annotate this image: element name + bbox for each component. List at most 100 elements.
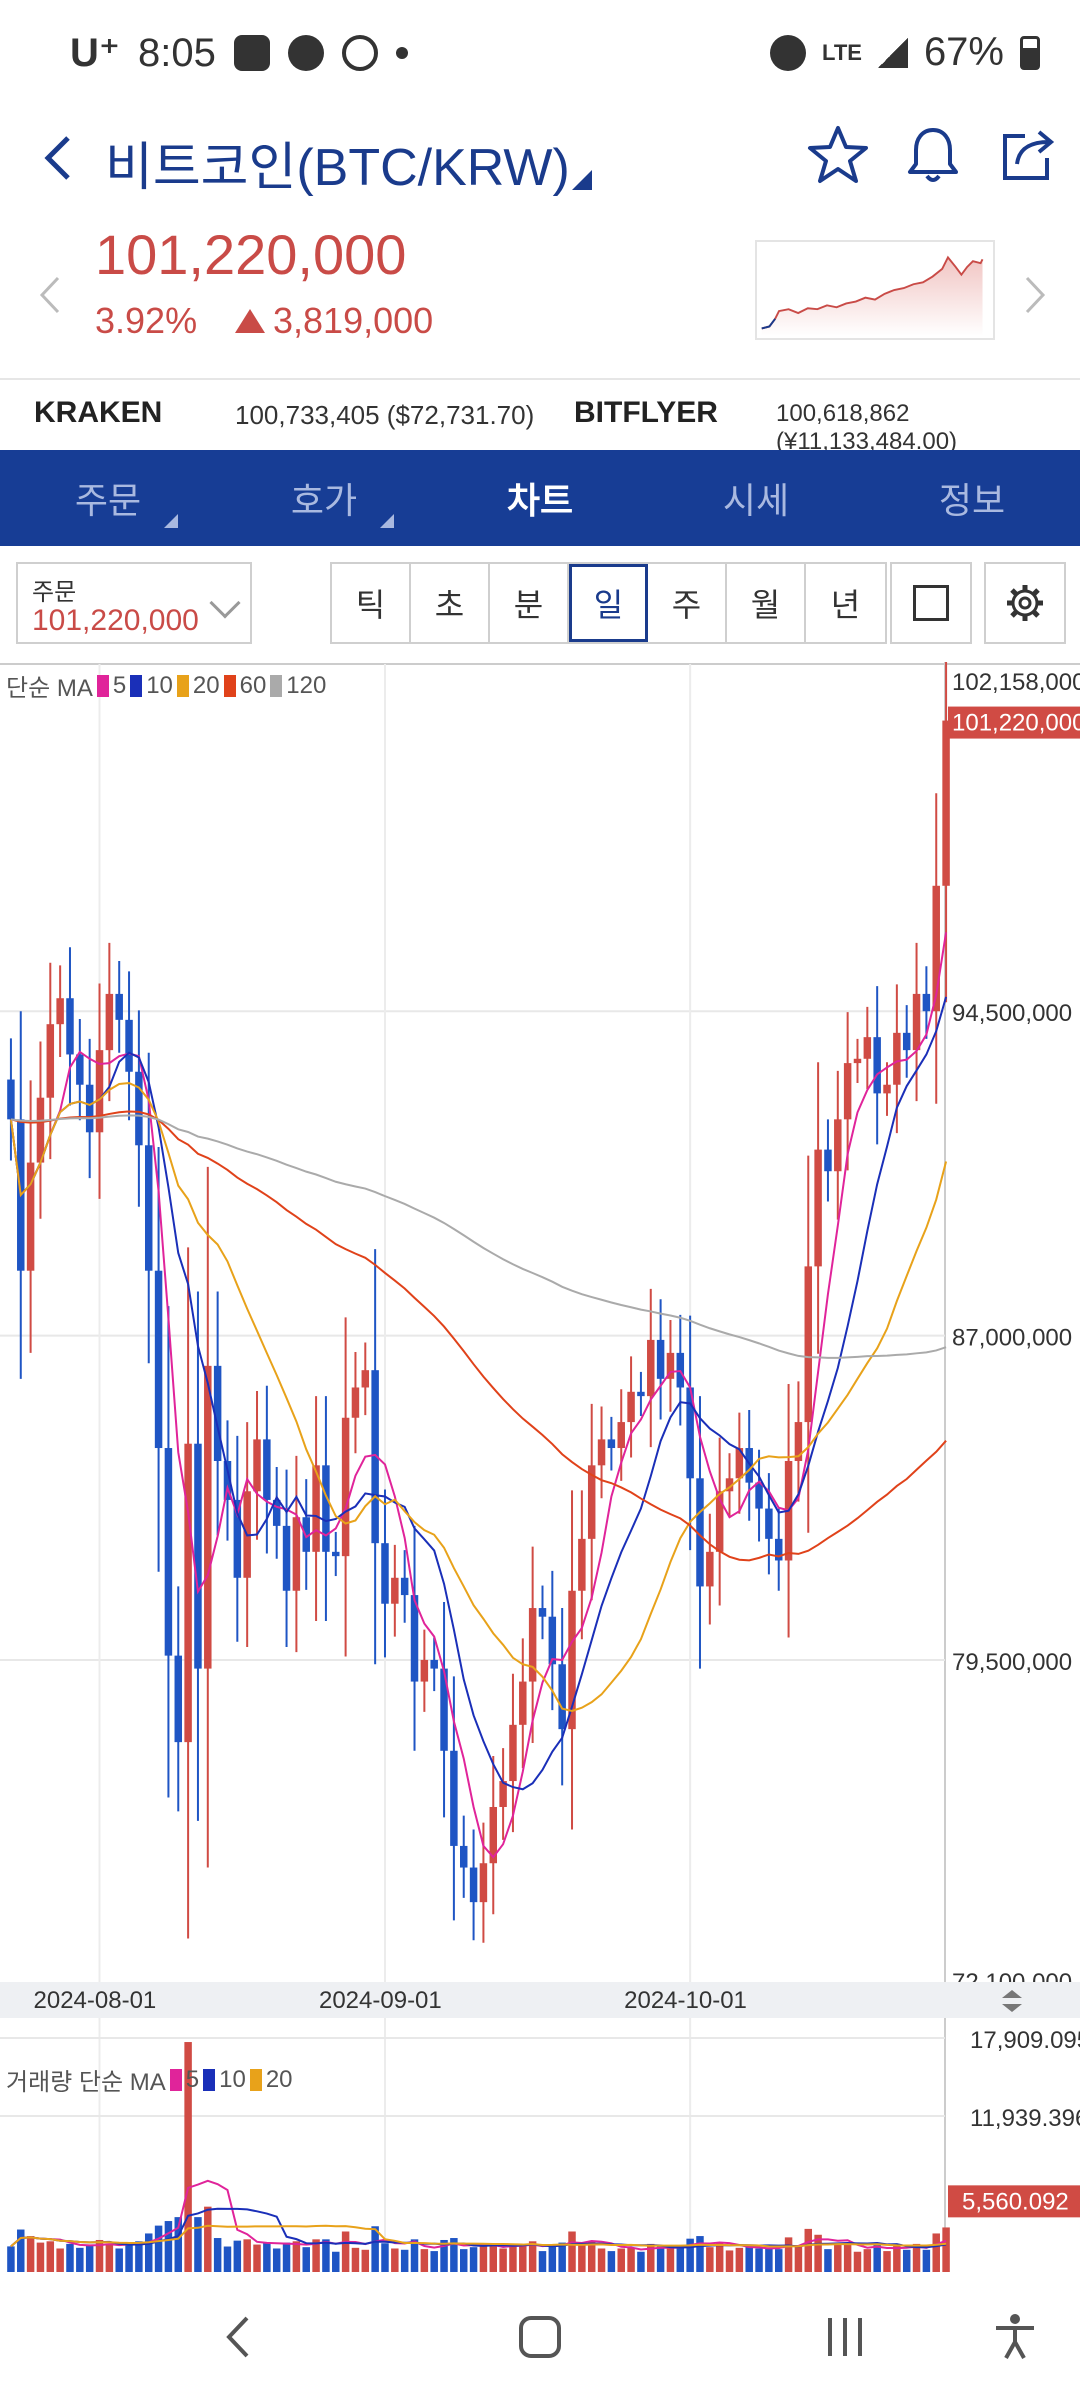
period-day-button[interactable]: 일 <box>569 564 648 642</box>
volume-bar <box>696 2236 704 2272</box>
candle-body <box>853 1058 862 1064</box>
volume-bar <box>450 2238 458 2272</box>
period-week-button[interactable]: 주 <box>648 564 727 642</box>
ma60-swatch <box>223 674 236 697</box>
candle-body <box>922 993 931 1012</box>
volume-bar <box>617 2248 625 2272</box>
ma10-label: 10 <box>146 671 173 699</box>
volume-bar <box>194 2217 202 2272</box>
square-icon <box>913 585 949 621</box>
tab-quotes[interactable]: 시세 <box>722 480 790 521</box>
volume-bar <box>814 2234 822 2272</box>
candle-body <box>26 1162 35 1271</box>
volume-bar <box>765 2247 773 2272</box>
volume-bar <box>144 2233 153 2272</box>
volume-bar <box>755 2248 763 2272</box>
page-title[interactable]: 비트코인(BTC/KRW) <box>105 139 570 197</box>
mini-chart[interactable] <box>755 240 995 340</box>
ma-legend-title: 단순 MA <box>6 675 93 702</box>
price-chart[interactable]: 102,158,000 94,500,000 87,000,000 79,500,00… <box>0 604 1080 2272</box>
carrier-label: U⁺ <box>70 31 120 75</box>
candle-body <box>479 1863 488 1903</box>
candle-body <box>213 1365 222 1462</box>
candle-body <box>223 1461 232 1500</box>
prev-arrow-icon[interactable] <box>30 270 70 320</box>
candle-body <box>144 1145 153 1271</box>
volume-tick-label: 11,939.396 <box>970 2105 1080 2132</box>
bell-icon[interactable] <box>900 122 966 188</box>
back-arrow-icon[interactable] <box>30 128 90 188</box>
candle-body <box>843 1063 852 1120</box>
volume-bar <box>706 2247 714 2272</box>
volume-bar <box>647 2243 655 2272</box>
network-label: LTE <box>822 39 862 65</box>
candle-body <box>420 1659 429 1682</box>
vol-ma10-swatch <box>203 2068 216 2091</box>
volume-bar <box>942 2227 950 2272</box>
fullscreen-button[interactable] <box>890 562 972 644</box>
volume-bar <box>430 2251 438 2272</box>
candle-body <box>824 1149 832 1172</box>
candle-body <box>666 1352 675 1379</box>
exchange-value: 100,733,405 ($72,731.70) <box>235 400 535 430</box>
volume-bar <box>292 2241 301 2272</box>
tab-info[interactable]: 정보 <box>938 480 1006 521</box>
volume-bar <box>804 2228 813 2272</box>
settings-button[interactable] <box>984 562 1066 644</box>
pane-resize-up-icon <box>1002 1990 1022 1998</box>
volume-bar <box>558 2242 566 2272</box>
period-second-button[interactable]: 초 <box>411 564 490 642</box>
period-tick-button[interactable]: 틱 <box>332 564 411 642</box>
candle-body <box>637 1391 645 1397</box>
ma20-label: 20 <box>192 671 220 699</box>
volume-legend: 거래량 단순 MA 5 10 20 <box>6 2062 293 2097</box>
accessibility-icon[interactable] <box>990 2312 1040 2362</box>
volume-bar <box>479 2246 488 2272</box>
chart-canvas[interactable]: 102,158,000 94,500,000 87,000,000 79,500,00… <box>0 604 1080 2272</box>
candle-body <box>499 1781 507 1808</box>
next-arrow-icon[interactable] <box>1015 270 1055 320</box>
title-dropdown-icon[interactable] <box>572 170 592 190</box>
ma120-label: 120 <box>286 671 327 699</box>
candle-body <box>381 1543 389 1604</box>
volume-legend-title: 거래량 단순 MA <box>6 2069 166 2096</box>
tab-order[interactable]: 주문 <box>0 450 216 546</box>
dot-icon <box>395 47 408 59</box>
period-month-button[interactable]: 월 <box>727 564 806 642</box>
volume-bar <box>391 2248 399 2272</box>
period-year-button[interactable]: 년 <box>830 587 861 623</box>
talk-icon <box>287 35 324 71</box>
current-volume-label: 5,560.092 <box>962 2188 1069 2215</box>
order-price-select[interactable]: 주문 101,220,000 <box>16 562 252 644</box>
volume-bar <box>341 2231 350 2272</box>
candle-body <box>302 1517 310 1552</box>
tab-orderbook[interactable]: 호가 <box>216 450 432 546</box>
volume-bar <box>85 2245 94 2272</box>
nav-recents-icon[interactable] <box>820 2312 870 2362</box>
candle-body <box>538 1608 547 1617</box>
candle-body <box>509 1724 517 1782</box>
candle-body <box>519 1681 527 1725</box>
nav-back-icon[interactable] <box>215 2312 265 2362</box>
volume-bar <box>627 2247 635 2272</box>
candle-body <box>184 1443 192 1743</box>
vol-ma5-label: 5 <box>185 2065 200 2093</box>
volume-bar <box>135 2241 143 2272</box>
star-icon[interactable] <box>805 122 871 188</box>
volume-bar <box>843 2243 852 2272</box>
share-icon[interactable] <box>995 122 1061 188</box>
candle-body <box>932 885 940 1012</box>
order-select-value: 101,220,000 <box>32 604 199 637</box>
volume-bar <box>223 2246 232 2272</box>
ma60-line <box>10 1110 947 1562</box>
tab-chart[interactable]: 차트 <box>506 480 574 521</box>
clock: 8:05 <box>138 30 216 75</box>
candle-body <box>834 1119 842 1172</box>
candle-body <box>489 1807 498 1864</box>
current-price-tag <box>948 706 1080 739</box>
period-minute-button[interactable]: 분 <box>490 564 569 642</box>
volume-bar <box>263 2243 271 2272</box>
y-tick-label: 87,000,000 <box>952 1325 1072 1352</box>
nav-home-icon[interactable] <box>515 2312 565 2362</box>
candle-body <box>204 1365 212 1669</box>
